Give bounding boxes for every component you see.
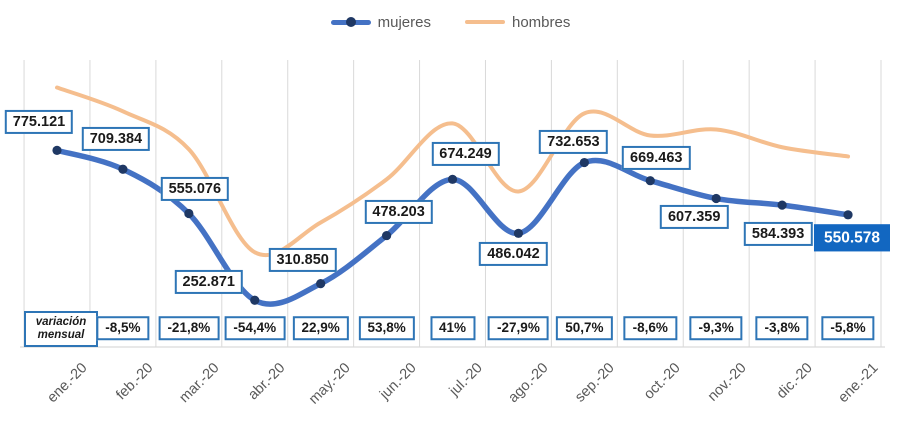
mujeres-data-point — [184, 208, 194, 219]
variation-nov.-20: -9,3% — [689, 316, 743, 340]
variation-jul.-20: 41% — [430, 316, 476, 340]
mujeres-data-point — [382, 230, 392, 241]
variation-dic.-20: -3,8% — [755, 316, 809, 340]
data-label-oct.-20: 669.463 — [622, 145, 691, 170]
variation-ene.-21: -5,8% — [821, 316, 875, 340]
legend-item-mujeres: mujeres — [330, 13, 431, 31]
data-label-ene.-21: 550.578 — [814, 224, 891, 252]
mujeres-data-point — [316, 279, 326, 289]
mujeres-data-point — [645, 176, 655, 186]
legend-label-mujeres: mujeres — [377, 13, 431, 31]
mujeres-data-point — [579, 157, 589, 168]
chart-legend: mujeres hombres — [0, 8, 901, 36]
hombres-line — [55, 85, 851, 258]
data-label-jun.-20: 478.203 — [364, 199, 433, 224]
variation-feb.-20: -8,5% — [96, 316, 150, 340]
mujeres-data-point — [843, 210, 853, 220]
mujeres-data-point — [52, 145, 62, 155]
data-label-mar.-20: 555.076 — [160, 176, 230, 201]
data-label-sep.-20: 732.653 — [539, 129, 608, 154]
mujeres-data-point — [118, 164, 128, 174]
variation-mar.-20: -21,8% — [158, 316, 220, 340]
variation-oct.-20: -8,6% — [623, 316, 677, 340]
data-label-ene.-20: 775.121 — [4, 110, 74, 135]
mujeres-data-point — [447, 174, 458, 184]
data-label-ago.-20: 486.042 — [479, 242, 548, 267]
variation-header: variación mensual — [24, 311, 98, 348]
mujeres-data-point — [250, 295, 260, 305]
data-label-dic.-20: 584.393 — [743, 222, 813, 247]
variation-jun.-20: 53,8% — [358, 316, 415, 340]
hombres-line-swatch-icon — [465, 20, 505, 24]
variation-may.-20: 22,9% — [292, 316, 349, 340]
mujeres-data-point — [513, 228, 524, 238]
data-label-nov.-20: 607.359 — [659, 204, 729, 229]
mujeres-line-swatch-icon — [330, 17, 371, 27]
legend-item-hombres: hombres — [465, 14, 570, 31]
variation-abr.-20: -54,4% — [224, 316, 286, 340]
variation-sep.-20: 50,7% — [556, 316, 613, 340]
legend-label-hombres: hombres — [512, 13, 571, 31]
data-label-feb.-20: 709.384 — [81, 127, 151, 152]
mujeres-data-point — [711, 193, 721, 204]
variation-ago.-20: -27,9% — [488, 316, 549, 340]
mujeres-marker-icon — [345, 17, 356, 27]
data-label-may.-20: 310.850 — [268, 247, 337, 272]
mujeres-data-point — [777, 200, 787, 210]
data-label-abr.-20: 252.871 — [174, 270, 243, 295]
data-label-jul.-20: 674.249 — [431, 142, 500, 167]
